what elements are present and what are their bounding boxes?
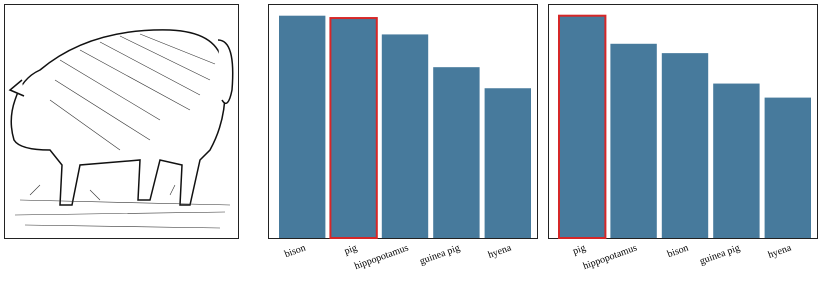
x-tick-label: bison <box>666 242 690 260</box>
x-tick-label: pig <box>571 242 587 257</box>
bar <box>484 88 531 239</box>
bar <box>610 43 657 238</box>
bar <box>764 97 811 238</box>
bar <box>558 14 607 240</box>
bar <box>381 34 429 238</box>
bar <box>433 67 480 239</box>
bar <box>713 83 760 238</box>
x-tick-label: hyena <box>767 242 794 261</box>
x-tick-label: hyena <box>487 242 514 261</box>
x-tick-label: guinea pig <box>698 242 741 267</box>
x-tick-label: bison <box>283 242 307 260</box>
bar <box>329 17 378 240</box>
x-tick-label: guinea pig <box>418 242 461 267</box>
x-tick-label: hippopotamus <box>582 242 639 272</box>
x-tick-label: pig <box>343 242 359 257</box>
bar <box>279 15 326 239</box>
pig-image <box>4 4 239 239</box>
x-tick-label: hippopotamus <box>353 242 410 272</box>
bar <box>661 53 709 238</box>
